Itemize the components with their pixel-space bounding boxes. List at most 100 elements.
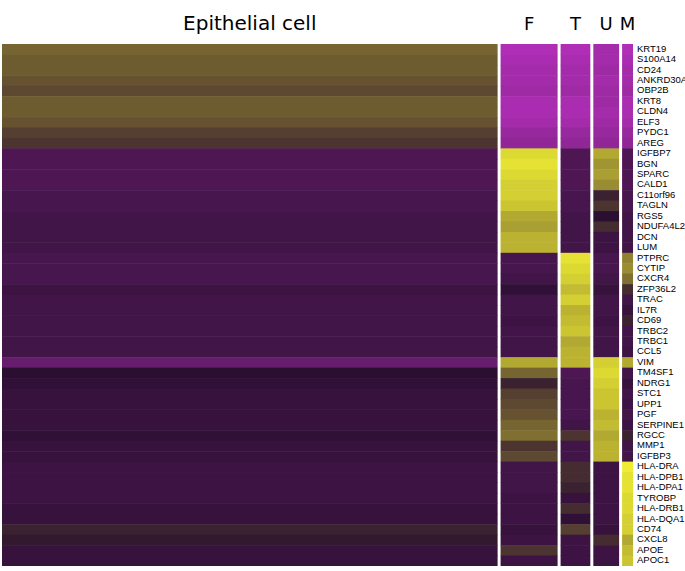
heatmap-cell [561, 347, 591, 358]
heatmap-cell [593, 399, 619, 410]
heatmap-cell [2, 107, 498, 118]
heatmap-cell [2, 556, 498, 566]
heatmap-cell [2, 503, 498, 514]
heatmap-cell [2, 242, 498, 253]
row-labels: KRT19S100A14CD24ANKRD30AOBP2BKRT8CLDN4EL… [637, 43, 685, 566]
heatmap-cell [501, 503, 558, 514]
row-label: LUM [637, 241, 657, 252]
heatmap-cell [593, 284, 619, 295]
heatmap-cell [2, 514, 498, 525]
heatmap-cell [593, 253, 619, 264]
heatmap-cell [2, 315, 498, 326]
heatmap-cell [593, 65, 619, 76]
heatmap-cell [501, 44, 558, 55]
heatmap-cell [593, 86, 619, 97]
row-label: TRAC [637, 293, 663, 304]
heatmap-cell [2, 86, 498, 97]
heatmap-cell [593, 211, 619, 222]
heatmap-cell [501, 232, 558, 243]
heatmap-cell [561, 138, 591, 149]
heatmap-cell [622, 389, 633, 400]
heatmap-cell [593, 524, 619, 535]
heatmap-cell [561, 159, 591, 170]
heatmap-cell [501, 117, 558, 128]
heatmap-cell [593, 535, 619, 546]
row-label: NDUFA4L2 [637, 220, 685, 231]
heatmap-cell [593, 107, 619, 118]
row-label: PTPRC [637, 252, 669, 263]
heatmap-cell [2, 253, 498, 264]
heatmap-cell [2, 284, 498, 295]
heatmap-cell [2, 159, 498, 170]
heatmap-cell [561, 514, 591, 525]
column-labels: Epithelial cellFTUM [183, 11, 635, 35]
heatmap-cell [2, 180, 498, 191]
heatmap-cell [593, 336, 619, 347]
heatmap-cell [501, 107, 558, 118]
row-label: S100A14 [637, 53, 676, 64]
heatmap-cell [622, 357, 633, 368]
heatmap-cell [561, 315, 591, 326]
heatmap-cell [501, 221, 558, 232]
column-label: T [569, 13, 582, 34]
heatmap-cell [561, 493, 591, 504]
row-label: BGN [637, 158, 658, 169]
heatmap-cell [501, 65, 558, 76]
heatmap-cell [561, 305, 591, 316]
heatmap-cell [501, 242, 558, 253]
heatmap-cell [2, 326, 498, 337]
heatmap-cell [561, 336, 591, 347]
heatmap-cell [501, 493, 558, 504]
heatmap-cell [501, 462, 558, 473]
heatmap-cell [593, 274, 619, 285]
row-label: CYTIP [637, 262, 665, 273]
heatmap-cell [561, 128, 591, 139]
heatmap-cell [561, 201, 591, 212]
row-label: KRT8 [637, 95, 661, 106]
heatmap-cell [593, 315, 619, 326]
row-label: C11orf96 [637, 189, 675, 200]
heatmap-cell [593, 368, 619, 379]
heatmap-cell [622, 472, 633, 483]
heatmap-cell [561, 441, 591, 452]
row-label: CD69 [637, 314, 661, 325]
heatmap-cell [2, 211, 498, 222]
heatmap-cell [593, 357, 619, 368]
row-label: ELF3 [637, 116, 660, 127]
heatmap-cell [561, 462, 591, 473]
heatmap-cell [622, 263, 633, 274]
heatmap-cell [561, 357, 591, 368]
heatmap-cell [622, 524, 633, 535]
heatmap-cell [622, 503, 633, 514]
heatmap-cell [622, 441, 633, 452]
row-label: TYROBP [637, 492, 676, 503]
heatmap-cell [561, 86, 591, 97]
heatmap-cell [2, 368, 498, 379]
heatmap-cell [2, 128, 498, 139]
heatmap-cell [622, 65, 633, 76]
heatmap-cell [593, 378, 619, 389]
heatmap-cell [501, 86, 558, 97]
column-label: U [600, 13, 613, 34]
heatmap-cell [561, 378, 591, 389]
heatmap-cell [593, 451, 619, 462]
heatmap-cell [622, 295, 633, 306]
heatmap-cell [501, 169, 558, 180]
heatmap-cell [561, 180, 591, 191]
heatmap-cell [622, 305, 633, 316]
heatmap-cell [622, 86, 633, 97]
heatmap-cell [622, 535, 633, 546]
heatmap-cell [622, 190, 633, 201]
row-label: IL7R [637, 304, 657, 315]
heatmap-cell [2, 148, 498, 159]
heatmap-cell [622, 556, 633, 566]
heatmap-cell [622, 315, 633, 326]
heatmap-cell [501, 535, 558, 546]
row-label: SPARC [637, 168, 669, 179]
heatmap-cell [622, 107, 633, 118]
heatmap-cell [593, 221, 619, 232]
heatmap-cell [2, 462, 498, 473]
heatmap-cell [561, 524, 591, 535]
heatmap-cell [593, 117, 619, 128]
row-label: CALD1 [637, 178, 668, 189]
